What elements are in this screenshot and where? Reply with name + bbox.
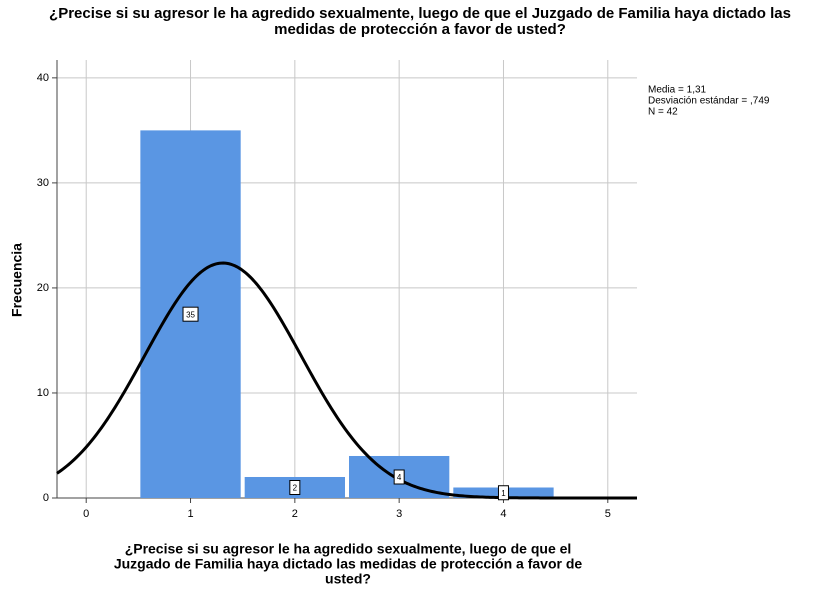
y-tick-label: 30	[37, 177, 49, 189]
value-label: 2	[293, 484, 298, 493]
value-label-box	[289, 479, 301, 495]
value-label-box	[182, 306, 199, 322]
x-tick-label: 2	[292, 508, 298, 520]
normal-curve	[56, 261, 637, 500]
value-label: 1	[501, 489, 506, 498]
chart-title: ¿Precise si su agresor le ha agredido se…	[49, 5, 791, 22]
x-axis-label: Juzgado de Familia haya dictado las medi…	[114, 556, 583, 572]
y-tick-label: 0	[43, 492, 49, 504]
y-tick-label: 10	[37, 387, 49, 399]
value-label-box	[393, 469, 405, 485]
value-label-box	[497, 485, 509, 501]
x-tick-label: 3	[396, 508, 402, 520]
y-tick-label: 40	[37, 72, 49, 84]
x-tick-label: 4	[500, 508, 506, 520]
y-axis-label: Frecuencia	[9, 243, 25, 317]
value-label: 35	[186, 310, 195, 319]
value-label: 4	[397, 473, 402, 482]
stats-text: N = 42	[648, 107, 678, 118]
y-tick-label: 20	[37, 282, 49, 294]
x-tick-label: 1	[187, 508, 193, 520]
chart-title: medidas de protección a favor de usted?	[274, 21, 566, 38]
x-axis-label: usted?	[325, 571, 371, 587]
stats-text: Media = 1,31	[648, 85, 707, 96]
x-tick-label: 5	[605, 508, 611, 520]
stats-text: Desviación estándar = ,749	[648, 96, 770, 107]
x-axis-label: ¿Precise si su agresor le ha agredido se…	[125, 541, 572, 557]
x-tick-label: 0	[83, 508, 89, 520]
